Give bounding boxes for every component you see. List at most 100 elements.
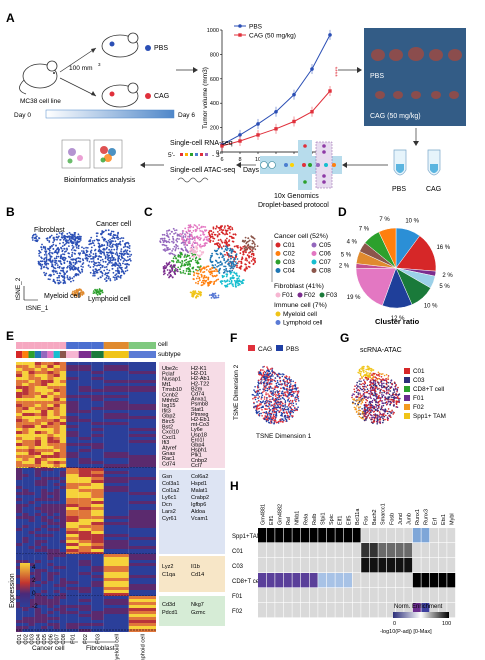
cell-point xyxy=(265,392,267,394)
cell-point xyxy=(204,226,207,228)
heat-cell xyxy=(22,365,29,368)
cell-point xyxy=(376,404,378,407)
cell-point xyxy=(262,376,265,379)
heat-cell xyxy=(41,569,48,572)
cell-point xyxy=(226,270,229,273)
heat-cell xyxy=(59,554,67,557)
heat-cell xyxy=(41,392,48,395)
heat-cell xyxy=(59,560,67,563)
heat-cell xyxy=(22,416,29,419)
heat-cell xyxy=(91,398,104,401)
heat-cell xyxy=(34,486,42,489)
gene-label: Plmreg xyxy=(191,412,208,418)
cell-point xyxy=(263,370,266,373)
data-point xyxy=(238,139,242,143)
heat-cell xyxy=(28,449,35,452)
heat-cell xyxy=(78,560,92,563)
cell-point xyxy=(52,266,55,269)
cell-point xyxy=(362,385,364,388)
cell-point xyxy=(369,383,372,386)
cell-point xyxy=(247,243,250,246)
cell-point xyxy=(119,258,122,261)
heat-cell xyxy=(66,392,79,395)
cell-point xyxy=(269,372,272,375)
cell-point xyxy=(204,280,207,282)
heat-cell xyxy=(22,623,29,626)
cell-point xyxy=(177,261,180,263)
heat-cell xyxy=(91,578,104,581)
heat-cell xyxy=(103,374,129,377)
heat-cell xyxy=(41,380,48,383)
heat-cell xyxy=(16,501,23,504)
cell-point xyxy=(251,393,254,396)
heat-cell xyxy=(103,557,129,560)
cell-point xyxy=(294,381,297,384)
heat-cell xyxy=(128,419,156,422)
cell-point xyxy=(296,396,298,399)
cell-point xyxy=(117,259,119,261)
cell-point xyxy=(383,415,386,418)
heat-cell xyxy=(47,546,54,549)
heat-cell xyxy=(103,552,129,555)
cell-point xyxy=(355,387,358,390)
cell-point xyxy=(75,246,78,249)
heat-cell xyxy=(66,434,79,437)
cell-point xyxy=(295,403,298,405)
heat-cell xyxy=(41,458,48,461)
heat-cell xyxy=(66,531,79,534)
heat-cell xyxy=(78,572,92,575)
cell-point xyxy=(38,255,41,257)
cell-point xyxy=(189,257,191,260)
cell-point xyxy=(387,398,390,400)
legend-pbs-swatch xyxy=(276,345,283,351)
legend-cell-label: cell xyxy=(158,341,168,348)
cell-point xyxy=(232,274,235,277)
heat-cell xyxy=(28,371,35,374)
heat-cell xyxy=(59,483,67,486)
heat-cell xyxy=(41,554,48,557)
cell-point xyxy=(75,241,77,244)
cell-point xyxy=(230,265,232,268)
gene-label: H2-Eb1 xyxy=(191,417,210,423)
cell-point xyxy=(199,237,202,240)
heat-cell xyxy=(103,608,129,611)
heat-cell xyxy=(53,516,60,519)
heat-cell xyxy=(59,563,67,566)
cell-point xyxy=(58,276,60,279)
cell-point xyxy=(258,373,261,376)
cell-point xyxy=(370,406,373,408)
cell-point xyxy=(211,235,214,238)
heat-cell xyxy=(16,452,23,455)
heat-cell xyxy=(47,395,54,398)
heat-cell xyxy=(66,483,79,486)
heat-cell xyxy=(47,486,54,489)
heat-cell xyxy=(66,368,79,371)
heat-cell xyxy=(66,377,79,380)
cell-point xyxy=(233,271,236,274)
cell-point xyxy=(371,392,374,395)
heat-cell xyxy=(41,620,48,623)
heat-cell xyxy=(91,534,104,537)
heat-cell xyxy=(59,377,67,380)
cell-point xyxy=(110,248,113,251)
cell-point xyxy=(251,242,254,245)
cell-point xyxy=(192,256,195,258)
cell-point xyxy=(370,389,373,392)
cell-point xyxy=(211,233,213,235)
cell-point xyxy=(126,263,129,266)
heat-cell xyxy=(59,513,67,516)
cell-point xyxy=(173,271,175,273)
heat-cell xyxy=(34,507,42,510)
cell-point xyxy=(288,418,291,421)
heat-cell xyxy=(41,431,48,434)
cell-point xyxy=(272,375,274,377)
cell-point xyxy=(366,384,369,387)
cell-point xyxy=(230,235,233,238)
cell-point xyxy=(266,387,269,390)
cell-point xyxy=(196,250,199,253)
cell-point xyxy=(221,263,223,266)
cell-point xyxy=(96,235,98,238)
cell-point xyxy=(162,241,165,243)
heat-cell xyxy=(16,486,23,489)
heat-cell xyxy=(128,596,156,599)
